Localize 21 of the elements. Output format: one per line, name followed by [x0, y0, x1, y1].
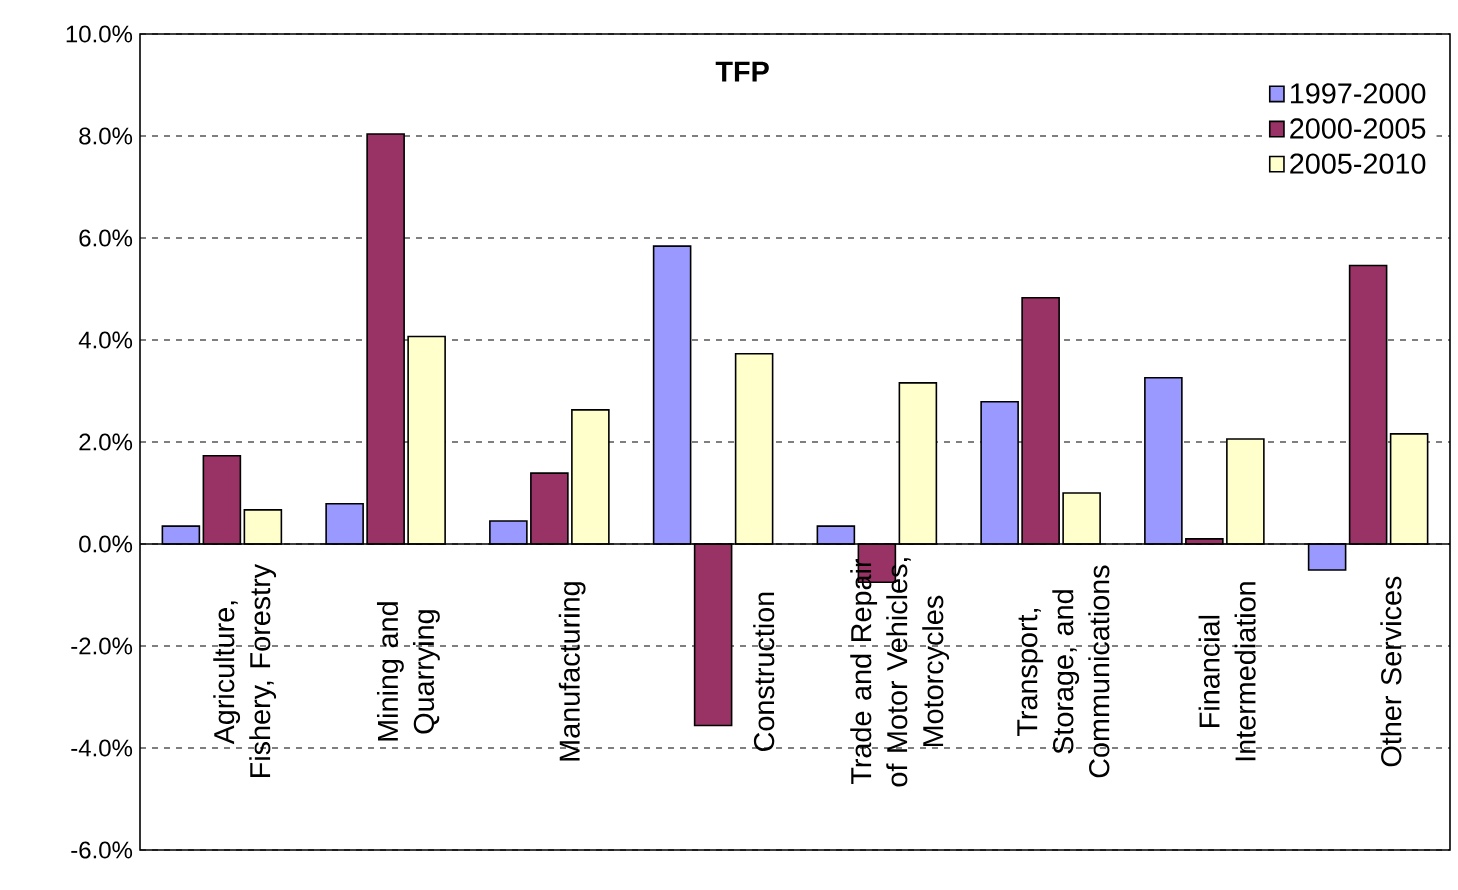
y-tick-label: 8.0%: [79, 127, 133, 145]
y-tick-label: 0.0%: [79, 535, 133, 553]
legend-label: 2005-2010: [1290, 153, 1426, 174]
x-tick-label: Other Services: [1380, 576, 1402, 767]
text: TFP: [715, 61, 769, 82]
x-tick-label: Manufacturing: [558, 582, 586, 761]
y-tick-label: 2.0%: [79, 433, 133, 451]
x-tick-label: Mining and Quarrying: [376, 602, 440, 741]
legend-label: 1997-2000: [1290, 83, 1426, 104]
legend-label: 2000-2005: [1290, 118, 1426, 139]
x-tick-label: Trade and Repair of Motor Vehicles, Motorcycles: [850, 558, 950, 787]
x-tick-label: Agriculture, Fishery, Forestry: [213, 563, 277, 777]
y-tick-label: -2.0%: [71, 637, 133, 655]
x-tick-label: Construction: [753, 592, 775, 751]
x-tick-label: Transport, Storage, and Communications: [1017, 565, 1110, 778]
y-tick-label: -4.0%: [71, 739, 133, 757]
y-tick-label: -6.0%: [71, 841, 133, 859]
y-tick-label: 10.0%: [66, 25, 133, 43]
x-tick-label: Financial Intermediation: [1198, 582, 1256, 761]
y-tick-label: 4.0%: [78, 331, 133, 349]
y-tick-label: 6.0%: [79, 229, 133, 247]
